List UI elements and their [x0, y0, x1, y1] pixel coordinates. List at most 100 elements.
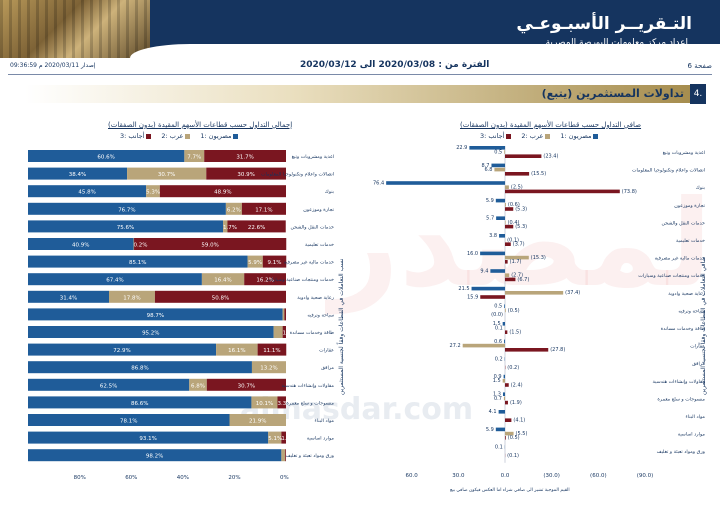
legend-foreign-right: أجانب :3: [480, 132, 512, 140]
left-sector-label: اتصالات واعلام وتكنولوجيا المعلومات: [261, 172, 334, 178]
meta-row: صفحة 6 الفترة من : 2020/03/08 الى 2020/0…: [0, 60, 720, 74]
left-sector-label: موارد اساسية: [307, 436, 335, 442]
right-bar-egyptian: [499, 234, 505, 238]
left-bar-egyptian: [28, 449, 282, 462]
right-bar-egyptian: [495, 198, 505, 203]
left-sector-label: خدمات النقل والشحن: [290, 224, 334, 230]
left-bar-egyptian: [28, 326, 274, 338]
right-label-egyptian: 0.1: [495, 444, 503, 450]
right-label-egyptian: 5.9: [486, 198, 494, 204]
right-label-foreign: (3.7): [513, 242, 525, 248]
left-bar-egyptian: [28, 255, 248, 268]
left-label-egyptian: 98.7%: [147, 313, 164, 319]
left-label-egyptian: 86.6%: [131, 401, 148, 407]
right-sector-label: تجارة وموزعون: [674, 203, 705, 209]
left-bar-egyptian: [28, 202, 226, 215]
left-label-egyptian: 40.9%: [72, 243, 89, 249]
left-label-arab: 21.9%: [249, 419, 266, 425]
left-axis-tick: 60%: [125, 475, 137, 480]
left-bar-egyptian: [28, 378, 190, 391]
left-label-foreign: 3.3%: [277, 401, 291, 407]
left-sector-label: منسوجات و سلع معمرة: [286, 400, 334, 406]
right-bar-egyptian: [495, 427, 505, 432]
left-label-arab: 1.7%: [223, 225, 237, 231]
left-sector-label: مواد البناء: [315, 418, 335, 424]
left-bar-foreign: [227, 220, 286, 233]
left-bar-foreign: [262, 255, 287, 268]
legend-label-foreign: أجانب :3: [120, 132, 145, 140]
right-bar-foreign: [505, 277, 516, 282]
right-bar-foreign: [505, 330, 508, 334]
right-bar-egyptian: [491, 163, 505, 168]
watermark-logo: المصدر: [330, 175, 720, 314]
left-label-arab: 30.7%: [158, 172, 175, 178]
right-bar-egyptian: [469, 146, 505, 150]
left-bar-egyptian: [28, 431, 269, 444]
left-sector-label: طاقة وخدمات مساندة: [290, 330, 334, 336]
right-label-arab: 0.7: [494, 396, 502, 402]
right-label-egyptian: 1.5: [493, 321, 501, 327]
left-sector-label: سياحة وترفيه: [307, 312, 334, 318]
right-label-foreign: (6.7): [517, 277, 529, 283]
right-chart-title: صافي التداول حسب قطاعات الأسهم المقيدة (…: [460, 121, 642, 129]
left-axis-tick: 0%: [280, 475, 289, 480]
period-label: الفترة من : 2020/03/08 الى 2020/03/12: [300, 60, 490, 70]
legend-swatch-egyptian-right: [593, 133, 599, 139]
right-bar-egyptian: [386, 181, 505, 185]
right-sector-label: طاقة وخدمات مساندة: [661, 326, 705, 332]
right-bar-foreign: [505, 172, 530, 176]
right-bar-foreign: [505, 383, 509, 387]
right-sector-label: خدمات النقل والشحن: [661, 220, 705, 226]
left-label-egyptian: 78.1%: [120, 419, 137, 425]
right-label-arab: 0.1: [495, 325, 503, 331]
left-chart-legend: مصريون :1 عرب :2 أجانب :3: [120, 132, 239, 140]
right-label-egyptian: 4.1: [489, 409, 497, 415]
right-label-egyptian: 21.5: [458, 286, 469, 292]
right-bar-arab: [505, 308, 506, 313]
left-sector-label: عقارات: [319, 348, 334, 354]
left-label-egyptian: 86.8%: [131, 366, 148, 372]
left-label-egyptian: 67.4%: [106, 278, 123, 284]
right-label-arab: (0.6): [508, 202, 520, 208]
left-label-arab: 16.4%: [214, 278, 231, 284]
right-label-egyptian: 16.0: [467, 251, 478, 257]
right-bar-foreign: [505, 207, 514, 211]
left-bar-arab: [247, 255, 263, 268]
right-label-egyptian: 0.2: [495, 356, 503, 362]
left-bar-arab: [109, 290, 155, 303]
left-bar-arab: [282, 308, 285, 321]
right-bar-foreign: [505, 224, 514, 229]
left-label-foreign: 48.9%: [214, 190, 231, 196]
right-label-foreign: (5.3): [515, 224, 527, 230]
left-bar-foreign: [204, 150, 286, 162]
legend-egyptian: مصريون :1: [200, 132, 239, 140]
left-bar-foreign: [206, 167, 286, 180]
right-label-arab: (37.4): [565, 290, 580, 296]
left-label-arab: 7.7%: [187, 155, 201, 161]
left-bar-foreign: [134, 238, 287, 250]
left-label-foreign: 1.3%: [283, 331, 297, 337]
right-label-foreign: (15.5): [531, 171, 546, 177]
left-label-egyptian: 45.8%: [78, 190, 95, 196]
left-sector-label: خدمات ومنتجات صناعية وسيارات: [267, 277, 334, 283]
left-bar-arab: [133, 238, 135, 250]
right-chart-footnote: القيم الموجبة تشير الى صافي شراء اما الع…: [450, 488, 570, 493]
left-sector-label: ورق ومواد تعبئة و تغليف: [286, 453, 334, 459]
right-axis-tick: 30.0: [452, 473, 465, 479]
right-bar-arab: [505, 273, 510, 277]
legend-arab: عرب :2: [161, 132, 191, 140]
right-label-foreign: (0.0): [491, 312, 503, 318]
left-label-egyptian: 75.6%: [117, 225, 134, 231]
right-label-arab: (5.5): [516, 431, 528, 437]
left-bar-arab: [127, 167, 207, 180]
left-label-egyptian: 98.2%: [146, 454, 163, 460]
left-bar-egyptian: [28, 290, 110, 303]
right-bar-foreign: [505, 154, 542, 158]
header-photo: [0, 0, 150, 58]
left-label-foreign: 59.0%: [201, 243, 218, 249]
right-sector-label: مقاولات وإنشاءات هندسية: [653, 379, 706, 385]
left-sector-label: مرافق: [321, 365, 334, 371]
legend-swatch-arab-right: [545, 133, 551, 139]
left-label-arab: 13.2%: [260, 366, 277, 372]
left-bar-foreign: [241, 202, 286, 215]
